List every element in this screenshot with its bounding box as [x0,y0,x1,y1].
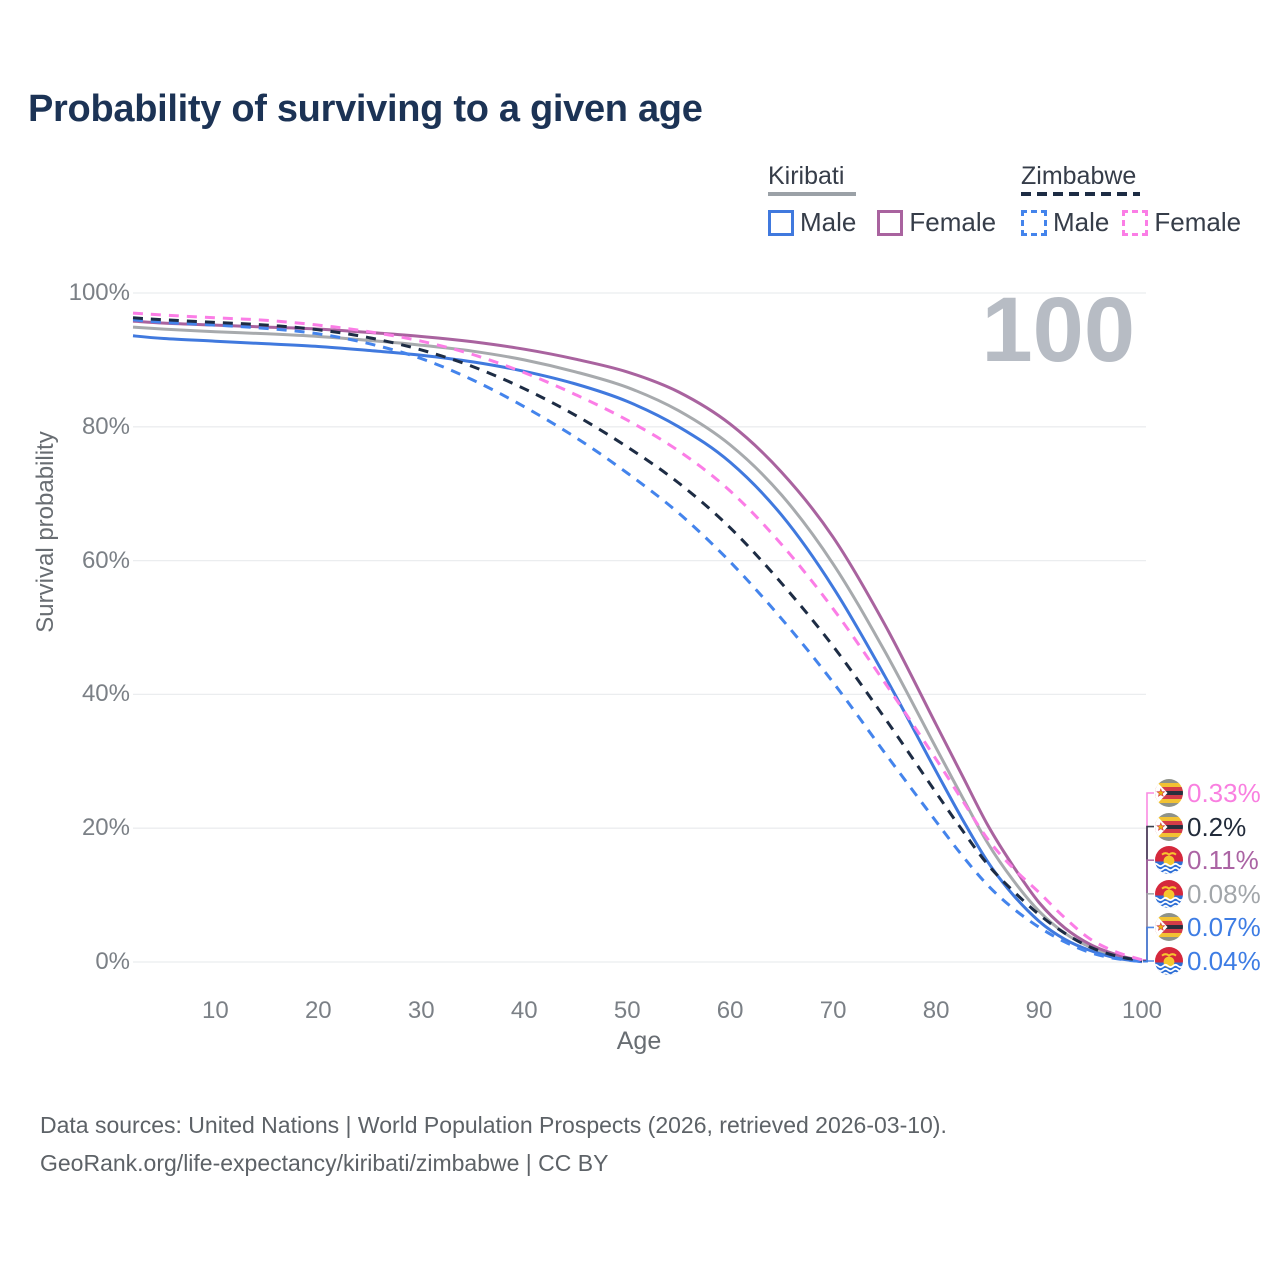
zimbabwe-flag-icon [1155,779,1183,807]
source-line-1: Data sources: United Nations | World Pop… [40,1112,947,1138]
source-line-2: GeoRank.org/life-expectancy/kiribati/zim… [40,1150,609,1176]
hover-age-indicator: 100 [981,279,1136,381]
data-source-note: Data sources: United Nations | World Pop… [40,1106,947,1182]
zimbabwe-dashed-line-swatch [1021,192,1140,196]
legend-label-kiribati-male[interactable]: Male [800,207,857,237]
line-kiribati-male[interactable] [132,334,1143,964]
legend-swatch-zimbabwe-male[interactable] [1021,209,1047,236]
legend-swatch-kiribati-male[interactable] [768,209,794,236]
legend-country-kiribati[interactable]: Kiribati [768,162,845,190]
y-tick-80%: 80% [81,412,130,440]
legend-swatch-kiribati-female[interactable] [877,209,904,236]
y-axis-title: Survival probability [32,431,59,633]
legend-country-zimbabwe[interactable]: Zimbabwe [1021,162,1137,190]
leader-line-kiribati-female [1143,859,1154,963]
y-tick-40%: 40% [81,680,130,708]
y-tick-0%: 0% [95,948,130,975]
end-value-zimbabwe-male: 0.07% [1187,912,1261,943]
end-value-kiribati-female: 0.11% [1187,845,1259,876]
x-tick-70: 70 [819,997,847,1024]
legend-group-kiribati: Kiribati Male Female [768,163,996,238]
legend-label-kiribati-female[interactable]: Female [909,207,997,237]
zimbabwe-flag-icon [1155,913,1183,942]
kiribati-flag-icon [1155,879,1183,908]
y-tick-20%: 20% [81,814,130,842]
x-tick-80: 80 [922,997,950,1024]
kiribati-flag-icon [1155,846,1183,875]
end-value-zimbabwe-female: 0.33% [1187,778,1261,808]
leader-line-kiribati-male [1143,960,1154,963]
leader-line-zimbabwe-male [1143,926,1154,963]
end-value-kiribati-male: 0.04% [1187,946,1261,976]
line-zimbabwe-both-sexes[interactable] [132,316,1143,963]
x-tick-100: 100 [1121,997,1163,1024]
x-tick-90: 90 [1025,997,1053,1024]
legend-label-zimbabwe-female[interactable]: Female [1154,207,1242,237]
x-tick-10: 10 [202,997,229,1024]
x-tick-60: 60 [716,997,744,1024]
legend-swatch-zimbabwe-female[interactable] [1122,209,1149,236]
x-tick-50: 50 [613,997,641,1024]
y-tick-100%: 100% [68,279,130,306]
x-axis-title: Age [616,1027,662,1055]
legend-group-zimbabwe: Zimbabwe Male Female [1021,163,1241,238]
kiribati-flag-icon [1155,947,1183,975]
leader-line-zimbabwe-female [1143,792,1154,961]
chart-title: Probability of surviving to a given age [28,88,703,130]
legend-label-zimbabwe-male[interactable]: Male [1053,207,1110,237]
line-zimbabwe-female[interactable] [132,311,1143,962]
line-kiribati-both-sexes[interactable] [132,325,1143,963]
kiribati-solid-line-swatch [768,192,856,196]
line-zimbabwe-male[interactable] [132,318,1143,963]
end-value-zimbabwe-both-sexes: 0.2% [1187,811,1247,842]
x-tick-30: 30 [407,997,435,1024]
x-tick-20: 20 [304,997,332,1024]
end-value-kiribati-both-sexes: 0.08% [1187,878,1261,909]
y-tick-60%: 60% [81,546,130,574]
x-tick-40: 40 [510,997,538,1024]
zimbabwe-flag-icon [1155,812,1183,841]
